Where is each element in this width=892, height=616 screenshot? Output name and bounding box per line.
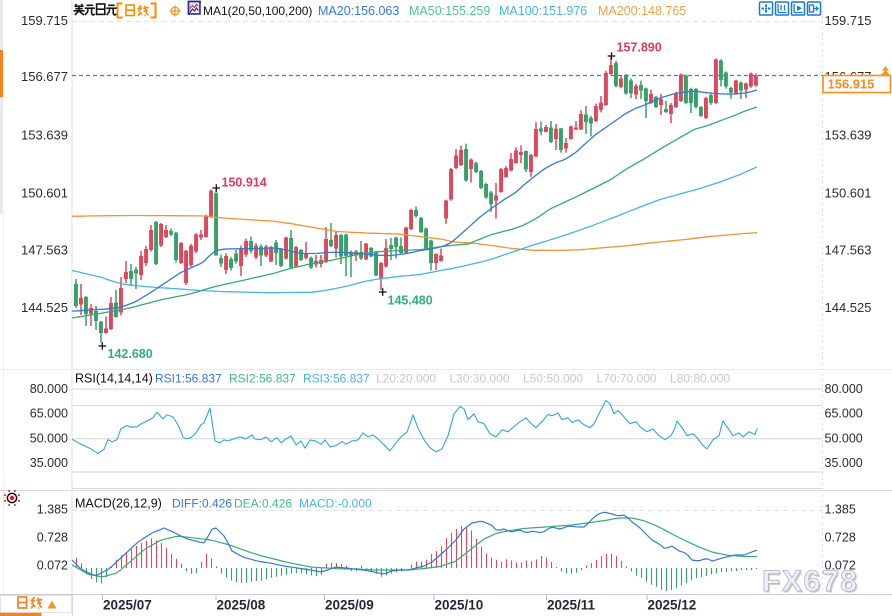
svg-text:80.000: 80.000	[825, 382, 863, 396]
svg-text:0.072: 0.072	[37, 559, 68, 573]
svg-text:65.000: 65.000	[30, 407, 68, 421]
svg-text:157.890: 157.890	[617, 41, 662, 55]
svg-text:MA100:151.976: MA100:151.976	[499, 4, 587, 18]
svg-text:50.000: 50.000	[30, 431, 68, 445]
svg-text:150.914: 150.914	[222, 176, 267, 190]
svg-text:FX678: FX678	[762, 565, 858, 598]
svg-text:RSI(14,14,14): RSI(14,14,14)	[75, 372, 153, 386]
svg-text:DEA:0.426: DEA:0.426	[234, 497, 292, 511]
svg-text:2025/08: 2025/08	[217, 598, 266, 613]
svg-text:2025/09: 2025/09	[325, 598, 374, 613]
svg-text:2025/11: 2025/11	[547, 598, 596, 613]
svg-text:MA1(20,50,100,200): MA1(20,50,100,200)	[203, 4, 312, 18]
svg-text:153.639: 153.639	[825, 128, 872, 143]
svg-text:L50:50.000: L50:50.000	[523, 372, 583, 386]
svg-text:2025/12: 2025/12	[648, 598, 697, 613]
svg-text:DIFF:0.426: DIFF:0.426	[172, 497, 232, 511]
svg-text:147.563: 147.563	[21, 243, 68, 258]
svg-text:MA200:148.765: MA200:148.765	[598, 4, 686, 18]
svg-text:0.728: 0.728	[825, 531, 856, 545]
svg-text:150.601: 150.601	[21, 186, 68, 201]
svg-text:2025/07: 2025/07	[103, 598, 152, 613]
svg-text:65.000: 65.000	[825, 407, 863, 421]
svg-text:MACD(26,12,9): MACD(26,12,9)	[75, 497, 162, 511]
svg-text:RSI3:56.837: RSI3:56.837	[303, 372, 370, 386]
svg-text:2025/10: 2025/10	[435, 598, 484, 613]
svg-text:35.000: 35.000	[825, 456, 863, 470]
svg-text:0.728: 0.728	[37, 531, 68, 545]
svg-text:156.915: 156.915	[828, 77, 875, 92]
svg-text:RSI2:56.837: RSI2:56.837	[229, 372, 296, 386]
svg-text:L70:70.000: L70:70.000	[597, 372, 657, 386]
svg-text:144.525: 144.525	[825, 300, 872, 315]
svg-text:L20:20.000: L20:20.000	[376, 372, 436, 386]
svg-text:L80:80.000: L80:80.000	[670, 372, 730, 386]
svg-text:RSI1:56.837: RSI1:56.837	[155, 372, 222, 386]
svg-text:MA50:155.259: MA50:155.259	[409, 4, 490, 18]
svg-text:35.000: 35.000	[30, 456, 68, 470]
svg-text:159.715: 159.715	[21, 13, 68, 28]
svg-text:159.715: 159.715	[825, 13, 872, 28]
svg-text:145.480: 145.480	[388, 294, 433, 308]
svg-text:1.385: 1.385	[37, 503, 68, 517]
svg-text:144.525: 144.525	[21, 300, 68, 315]
svg-text:147.563: 147.563	[825, 243, 872, 258]
svg-text:MA20:156.063: MA20:156.063	[318, 4, 399, 18]
svg-text:156.677: 156.677	[21, 69, 68, 84]
svg-text:142.680: 142.680	[108, 347, 153, 361]
svg-text:MACD:-0.000: MACD:-0.000	[299, 497, 372, 511]
svg-text:1.385: 1.385	[825, 503, 856, 517]
svg-text:L30:30.000: L30:30.000	[450, 372, 510, 386]
svg-text:150.601: 150.601	[825, 186, 872, 201]
svg-text:80.000: 80.000	[30, 382, 68, 396]
svg-text:50.000: 50.000	[825, 431, 863, 445]
svg-text:153.639: 153.639	[21, 128, 68, 143]
svg-text:0.072: 0.072	[825, 559, 856, 573]
